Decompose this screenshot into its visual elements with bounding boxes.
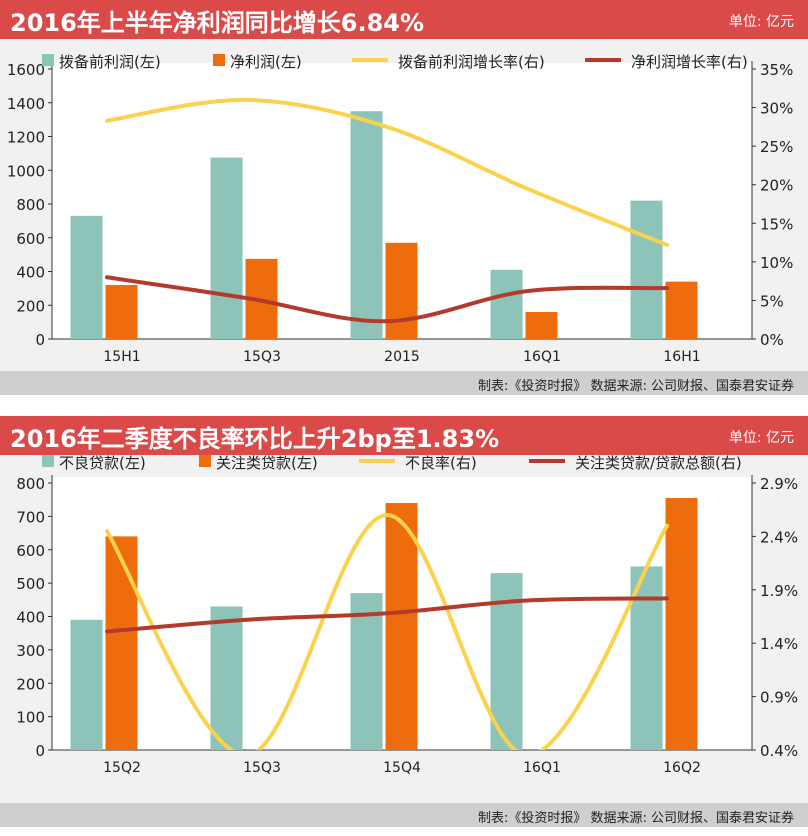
chart2-source-bar: 制表:《投资时报》 数据来源: 公司财报、国泰君安证券 (0, 803, 808, 827)
chart2-bar-b (665, 498, 698, 750)
chart1-x-tick-label: 16Q1 (523, 349, 561, 365)
chart2-bar-b (385, 503, 418, 750)
chart2-title-bar: 2016年二季度不良率环比上升2bp至1.83% 单位: 亿元 (0, 416, 808, 455)
chart1-legend-swatch (213, 54, 225, 66)
chart2-left-tick-label: 300 (16, 642, 45, 660)
chart2-legend-label: 不良贷款(左) (59, 455, 146, 472)
chart1-bar-a (490, 269, 523, 339)
chart2-source: 制表:《投资时报》 数据来源: 公司财报、国泰君安证券 (477, 811, 794, 826)
chart1-left-tick-label: 1400 (7, 95, 45, 113)
chart1-plot-area: 0 200 400 600 800 1000 1200 1400 1600 0% 5% 10% 15% 2… (0, 39, 808, 371)
chart1-bar-b (385, 242, 418, 339)
chart1-left-tick-label: 0 (35, 331, 45, 349)
chart1-right-tick-label: 30% (760, 100, 793, 118)
chart1-line-b (105, 275, 669, 324)
chart1-legend-swatch (42, 54, 54, 66)
chart2-right-tick-label: 1.4% (760, 635, 798, 653)
chart1-bar-b (105, 285, 138, 339)
chart1-source: 制表:《投资时报》 数据来源: 公司财报、国泰君安证券 (477, 379, 794, 394)
chart2-left-tick-label: 500 (16, 575, 45, 593)
chart2-legend-swatch (199, 455, 211, 467)
chart1-title: 2016年上半年净利润同比增长6.84% (10, 9, 425, 37)
chart2-right-tick-label: 1.9% (760, 582, 798, 600)
chart2-left-tick-label: 700 (16, 508, 45, 526)
chart2-legend-swatch (42, 455, 54, 467)
chart1-legend-label: 净利润增长率(右) (631, 53, 748, 71)
chart2-right-tick-label: 0.9% (760, 689, 798, 707)
chart2-unit: 单位: 亿元 (728, 430, 794, 446)
chart2-plot-area: 0 100 200 300 400 500 600 700 800 0.4% 0.9% 1.4% 1.9… (0, 454, 808, 803)
chart2-bar-b (105, 536, 138, 750)
chart1-left-tick-label: 200 (16, 297, 45, 315)
chart1-bar-a (630, 200, 663, 339)
chart1-legend: 拨备前利润(左) 净利润(左) 拨备前利润增长率(右) 净利润增长率(右) (42, 53, 748, 71)
chart1-right-tick-label: 25% (760, 138, 793, 156)
chart1-source-bar: 制表:《投资时报》 数据来源: 公司财报、国泰君安证券 (0, 371, 808, 395)
chart1-unit: 单位: 亿元 (728, 14, 794, 30)
chart1-bar-a (70, 215, 103, 339)
chart2-left-tick-label: 600 (16, 542, 45, 560)
chart1-legend-label: 净利润(左) (230, 53, 302, 71)
chart1-left-tick-label: 400 (16, 264, 45, 282)
chart1-x-tick-label: 15Q3 (243, 349, 281, 365)
chart2-line-a (105, 513, 669, 750)
chart2-left-tick-label: 200 (16, 675, 45, 693)
chart1-right-tick-label: 10% (760, 254, 793, 272)
chart2-legend-label: 不良率(右) (405, 455, 477, 472)
chart1-legend-label: 拨备前利润增长率(右) (398, 53, 545, 71)
chart1-legend-label: 拨备前利润(左) (59, 53, 161, 71)
chart1-x-tick-label: 16H1 (663, 349, 700, 365)
chart2-x-tick-label: 15Q3 (243, 760, 281, 776)
chart1-left-tick-label: 1200 (7, 129, 45, 147)
chart2-left-tick-label: 400 (16, 609, 45, 627)
chart1-right-tick-label: 5% (760, 292, 784, 310)
chart2-left-tick-label: 100 (16, 709, 45, 727)
chart1-line-a (105, 97, 669, 247)
chart1-x-tick-label: 15H1 (103, 349, 140, 365)
chart1-title-bar: 2016年上半年净利润同比增长6.84% 单位: 亿元 (0, 0, 808, 39)
chart2-x-tick-label: 15Q4 (383, 760, 421, 776)
chart1-right-tick-label: 0% (760, 331, 784, 349)
chart1-x-tick-label: 2015 (384, 349, 420, 365)
chart2-right-tick-label: 0.4% (760, 742, 798, 760)
chart2-x-tick-label: 16Q1 (523, 760, 561, 776)
chart1-bar-b (525, 312, 558, 339)
chart2-legend-label: 关注类贷款/贷款总额(右) (575, 455, 742, 472)
chart2-left-tick-label: 800 (16, 475, 45, 493)
chart2-x-tick-label: 15Q2 (103, 760, 141, 776)
chart2-left-tick-label: 0 (35, 742, 45, 760)
chart2-legend: 不良贷款(左) 关注类贷款(左) 不良率(右) 关注类贷款/贷款总额(右) (42, 454, 742, 472)
chart1-left-tick-label: 800 (16, 196, 45, 214)
chart2-right-tick-label: 2.4% (760, 528, 798, 546)
chart2-bar-a (350, 593, 383, 750)
chart2-right-tick-label: 2.9% (760, 475, 798, 493)
chart1-right-tick-label: 35% (760, 61, 793, 79)
chart1-right-tick-label: 15% (760, 215, 793, 233)
chart2-svg: 0 100 200 300 400 500 600 700 800 0.4% 0.9% 1.4% 1.9… (16, 454, 798, 776)
chart1-bar-a (350, 111, 383, 339)
chart1-right-tick-label: 20% (760, 177, 793, 195)
chart1-bar-a (210, 157, 243, 339)
chart2-title: 2016年二季度不良率环比上升2bp至1.83% (10, 425, 500, 453)
chart1-left-tick-label: 1000 (7, 162, 45, 180)
chart2-line-b (105, 596, 669, 634)
chart1-left-tick-label: 1600 (7, 61, 45, 79)
chart2-bar-a (70, 619, 103, 750)
chart1-svg: 0 200 400 600 800 1000 1200 1400 1600 0% 5% 10% 15% 2… (7, 53, 794, 365)
chart2-x-tick-label: 16Q2 (663, 760, 701, 776)
chart2-legend-label: 关注类贷款(左) (216, 455, 318, 472)
chart2-bar-a (210, 606, 243, 750)
chart1-left-tick-label: 600 (16, 230, 45, 248)
chart1-bar-b (665, 281, 698, 339)
